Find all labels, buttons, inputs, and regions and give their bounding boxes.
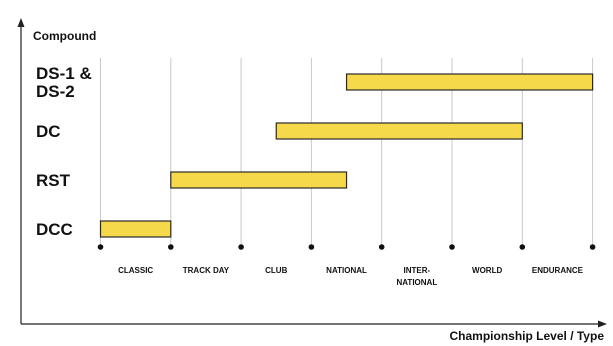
compound-label: RST xyxy=(36,171,71,190)
compound-labels: DS-1 & DS-2 DC RST DCC xyxy=(36,64,92,239)
compound-label: DC xyxy=(36,122,61,141)
range-bar xyxy=(170,171,348,189)
level-dot xyxy=(238,244,244,250)
level-label: NATIONAL xyxy=(326,266,367,275)
x-axis-arrow-icon xyxy=(598,320,607,328)
level-markers xyxy=(97,244,596,250)
level-dot xyxy=(519,244,526,250)
level-dot xyxy=(589,244,596,250)
level-dot xyxy=(97,244,104,250)
range-bar xyxy=(275,122,523,140)
compound-label: DS-1 & DS-2 xyxy=(36,64,92,101)
level-label: ENDURANCE xyxy=(532,266,584,275)
y-axis-title: Compound xyxy=(33,29,96,43)
x-axis-title: Championship Level / Type xyxy=(450,329,605,343)
compound-label: DCC xyxy=(36,220,73,239)
range-bar xyxy=(99,220,172,238)
level-dot xyxy=(378,244,385,250)
y-axis-arrow-icon xyxy=(17,18,25,27)
level-dot xyxy=(308,244,315,250)
range-bar xyxy=(345,73,594,91)
level-dot xyxy=(168,244,174,250)
level-label: WORLD xyxy=(472,266,502,275)
level-label: INTER-NATIONAL xyxy=(396,266,437,287)
bars xyxy=(99,73,594,238)
level-label: TRACK DAY xyxy=(183,266,230,275)
level-label: CLUB xyxy=(265,266,287,275)
level-label: CLASSIC xyxy=(118,266,153,275)
level-dot xyxy=(449,244,455,250)
level-labels: CLASSIC TRACK DAY CLUB NATIONAL INTER-NATION… xyxy=(118,266,584,287)
